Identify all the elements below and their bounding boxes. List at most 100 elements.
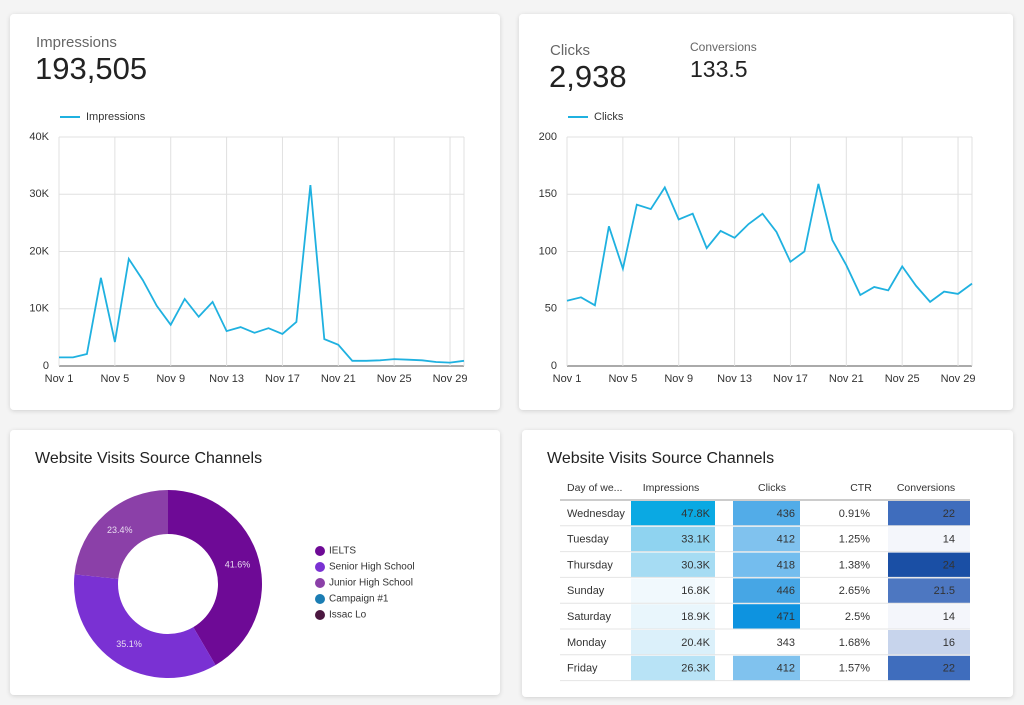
y-tick-label: 20K xyxy=(29,245,49,257)
heat-cell xyxy=(631,552,715,578)
heat-cell xyxy=(888,604,970,629)
table-cell: 24 xyxy=(943,559,955,571)
table-header: Conversions xyxy=(897,482,955,494)
x-tick-label: Nov 9 xyxy=(664,373,693,385)
table-cell: Thursday xyxy=(567,559,613,571)
x-tick-label: Nov 25 xyxy=(885,373,920,385)
table-cell: 22 xyxy=(943,508,955,520)
table-cell: 16 xyxy=(943,637,955,649)
y-tick-label: 50 xyxy=(545,303,557,315)
table-cell: 412 xyxy=(777,663,795,675)
legend-swatch xyxy=(315,546,325,556)
table-cell: 446 xyxy=(777,585,795,597)
data-label: 35.1% xyxy=(116,639,142,649)
heat-cell xyxy=(888,655,970,681)
table-cell: 412 xyxy=(777,534,795,546)
table-cell: 14 xyxy=(943,611,955,623)
y-tick-label: 150 xyxy=(539,188,557,200)
y-tick-label: 100 xyxy=(539,245,557,257)
x-tick-label: Nov 1 xyxy=(45,373,74,385)
table-cell: 21.5 xyxy=(934,585,955,597)
heat-cell xyxy=(733,501,800,526)
legend-label: Clicks xyxy=(594,111,624,123)
heat-cell xyxy=(888,501,970,526)
table-cell: 26.3K xyxy=(681,663,710,675)
kpi-label: Clicks xyxy=(550,42,590,59)
legend-swatch xyxy=(315,578,325,588)
heat-cell xyxy=(631,578,715,604)
heat-cell xyxy=(733,526,800,552)
x-tick-label: Nov 21 xyxy=(829,373,864,385)
y-tick-label: 40K xyxy=(29,131,49,143)
table-cell: 20.4K xyxy=(681,637,710,649)
chart-title: Website Visits Source Channels xyxy=(35,450,262,467)
table-cell: 16.8K xyxy=(681,585,710,597)
legend-label: Impressions xyxy=(86,111,146,123)
x-tick-label: Nov 29 xyxy=(941,373,976,385)
table-cell: 1.25% xyxy=(839,534,870,546)
table-cell: 471 xyxy=(777,611,795,623)
table-cell: 1.38% xyxy=(839,559,870,571)
table-header: Day of we... xyxy=(567,482,622,494)
pie-slice xyxy=(73,574,216,678)
y-tick-label: 10K xyxy=(29,303,49,315)
card xyxy=(10,14,500,410)
table-cell: 343 xyxy=(777,637,795,649)
card xyxy=(519,14,1013,410)
table-cell: 47.8K xyxy=(681,508,710,520)
x-tick-label: Nov 5 xyxy=(608,373,637,385)
legend-swatch xyxy=(315,610,325,620)
heat-cell xyxy=(888,578,970,604)
x-tick-label: Nov 17 xyxy=(773,373,808,385)
table-cell: Saturday xyxy=(567,611,612,623)
table-cell: 33.1K xyxy=(681,534,710,546)
pie-slice xyxy=(74,490,168,579)
heat-cell xyxy=(631,526,715,552)
heat-cell xyxy=(888,552,970,578)
kpi-value: 193,505 xyxy=(35,51,147,86)
heat-cell xyxy=(888,630,970,655)
x-tick-label: Nov 1 xyxy=(553,373,582,385)
table-cell: 2.65% xyxy=(839,585,870,597)
heat-cell xyxy=(631,655,715,681)
table-cell: 18.9K xyxy=(681,611,710,623)
legend-label: Junior High School xyxy=(329,578,413,589)
table-cell: 418 xyxy=(777,559,795,571)
legend-label: IELTS xyxy=(329,546,356,557)
pie-slice xyxy=(168,490,263,666)
table-cell: 1.68% xyxy=(839,637,870,649)
kpi-label: Conversions xyxy=(690,40,757,54)
line-series xyxy=(59,185,465,364)
heat-cell xyxy=(733,655,800,681)
table-cell: 14 xyxy=(943,534,955,546)
kpi-value: 2,938 xyxy=(549,59,627,94)
table-cell: 22 xyxy=(943,663,955,675)
table-header: Clicks xyxy=(758,482,786,494)
table-cell: 30.3K xyxy=(681,559,710,571)
heat-cell xyxy=(888,526,970,552)
table-cell: Wednesday xyxy=(567,508,625,520)
x-tick-label: Nov 29 xyxy=(433,373,468,385)
table-header: Impressions xyxy=(643,482,700,494)
x-tick-label: Nov 21 xyxy=(321,373,356,385)
x-tick-label: Nov 25 xyxy=(377,373,412,385)
y-tick-label: 0 xyxy=(551,360,557,372)
y-tick-label: 0 xyxy=(43,360,49,372)
heat-cell xyxy=(631,604,715,629)
legend-swatch xyxy=(315,562,325,572)
table-cell: 1.57% xyxy=(839,663,870,675)
table-title: Website Visits Source Channels xyxy=(547,450,774,467)
data-label: 41.6% xyxy=(225,560,251,570)
legend-label: Campaign #1 xyxy=(329,594,389,605)
table-cell: 436 xyxy=(777,508,795,520)
x-tick-label: Nov 13 xyxy=(717,373,752,385)
heat-cell xyxy=(631,630,715,655)
y-tick-label: 30K xyxy=(29,188,49,200)
y-tick-label: 200 xyxy=(539,131,557,143)
legend-label: Senior High School xyxy=(329,562,415,573)
data-label: 23.4% xyxy=(107,525,133,535)
table-header: CTR xyxy=(850,482,872,494)
heat-cell xyxy=(733,552,800,578)
kpi-value: 133.5 xyxy=(690,56,748,82)
